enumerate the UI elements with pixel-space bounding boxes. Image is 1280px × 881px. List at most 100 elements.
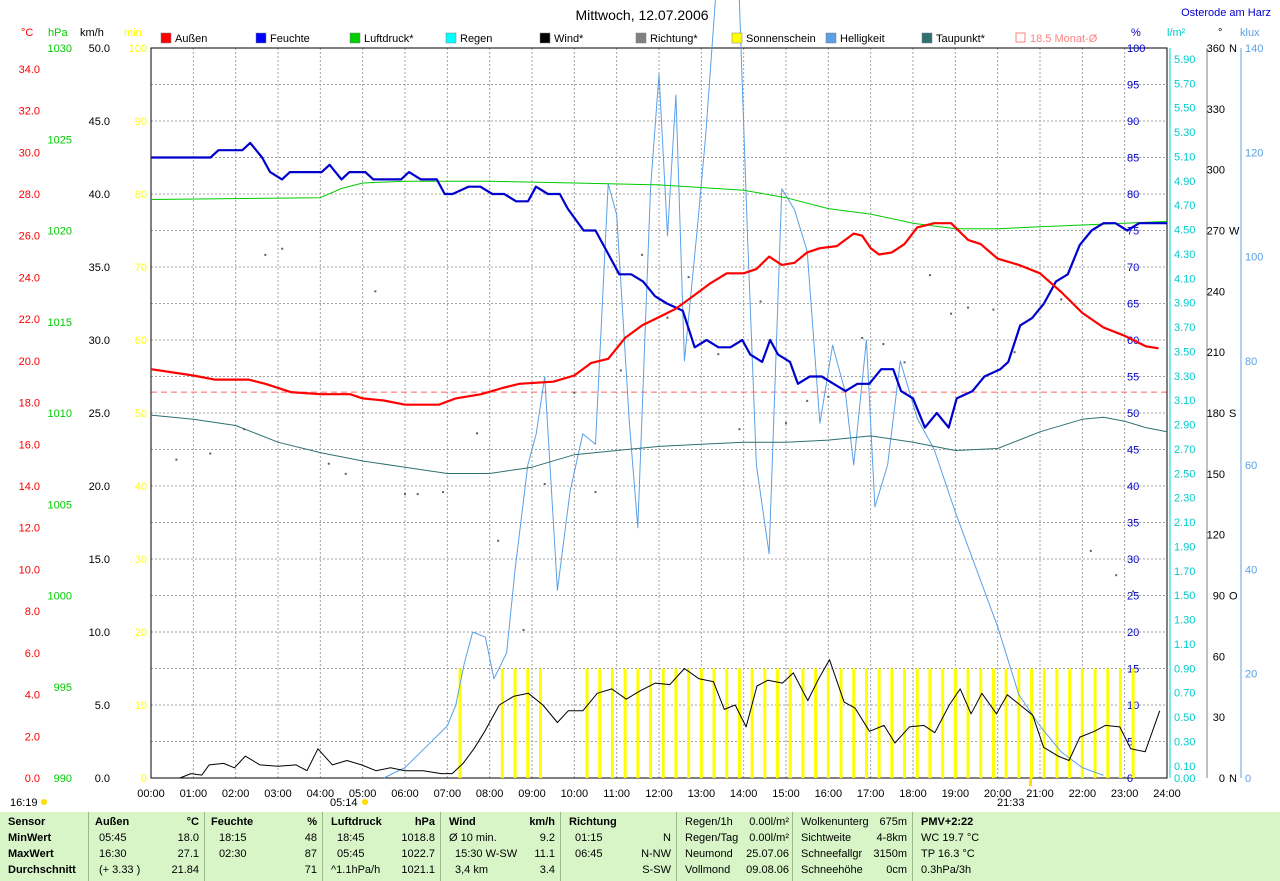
time-tick: 03:00 bbox=[264, 788, 292, 800]
direction-point bbox=[619, 369, 622, 372]
richtung-min-time: 01:15 bbox=[575, 832, 603, 844]
temp-tick: 20.0 bbox=[19, 356, 40, 368]
time-tick: 04:00 bbox=[307, 788, 335, 800]
aussen-min-value: 18.0 bbox=[177, 832, 199, 844]
direction-point bbox=[344, 472, 347, 475]
legend-label: Helligkeit bbox=[840, 33, 885, 45]
taupunkt-line: TP 16.3 °C bbox=[921, 848, 975, 860]
direction-point bbox=[404, 493, 406, 496]
richtung-max-value: N-NW bbox=[641, 848, 671, 860]
sunshine-bar bbox=[687, 668, 691, 778]
rain-tick: 3.50 bbox=[1174, 346, 1195, 358]
temp-tick: 26.0 bbox=[19, 231, 40, 243]
feuchte-min-time: 18:15 bbox=[219, 832, 247, 844]
col-feuchte: Feuchte % 18:15 48 02:30 87 71 bbox=[204, 812, 323, 881]
time-tick: 00:00 bbox=[137, 788, 165, 800]
legend-label: Sonnenschein bbox=[746, 33, 816, 45]
wind-tick: 30.0 bbox=[89, 335, 110, 347]
time-tick: 14:00 bbox=[730, 788, 758, 800]
pressure-tick: 1020 bbox=[48, 226, 72, 238]
vollmond-label: Vollmond bbox=[685, 864, 731, 876]
direction-point bbox=[882, 343, 885, 346]
temp-tick: 2.0 bbox=[25, 731, 40, 743]
direction-tick: 360 bbox=[1207, 43, 1225, 55]
direction-point bbox=[861, 336, 864, 339]
rain-tick: 2.30 bbox=[1174, 493, 1195, 505]
time-tick: 22:00 bbox=[1069, 788, 1097, 800]
sunshine-bar bbox=[661, 668, 665, 778]
series-außen bbox=[150, 222, 1159, 406]
sun-tick: 60 bbox=[135, 335, 147, 347]
direction-tick: 300 bbox=[1207, 165, 1225, 177]
direction-point bbox=[903, 361, 906, 364]
light-tick: 120 bbox=[1245, 147, 1263, 159]
direction-point bbox=[281, 247, 284, 250]
wind-distance: 3,4 km bbox=[455, 864, 489, 876]
aussen-min-time: 05:45 bbox=[99, 832, 127, 844]
direction-point bbox=[543, 482, 546, 485]
humidity-tick: 5 bbox=[1127, 737, 1133, 749]
humidity-tick: 40 bbox=[1127, 481, 1139, 493]
time-tick: 06:00 bbox=[391, 788, 419, 800]
sunshine-bar bbox=[953, 668, 957, 778]
rain-tick: 2.90 bbox=[1174, 420, 1195, 432]
time-tick: 13:00 bbox=[688, 788, 716, 800]
luftdruck-min-value: 1018.8 bbox=[401, 832, 435, 844]
time-tick: 15:00 bbox=[772, 788, 800, 800]
sunshine-bar bbox=[1080, 668, 1084, 778]
rain-tick: 5.30 bbox=[1174, 127, 1195, 139]
direction-point bbox=[687, 276, 690, 279]
direction-tick: 120 bbox=[1207, 530, 1225, 542]
rain-tick: 0.50 bbox=[1174, 712, 1195, 724]
aussen-max-value: 27.1 bbox=[177, 848, 199, 860]
unit-humidity: % bbox=[1131, 27, 1141, 39]
feuchte-unit: % bbox=[307, 816, 317, 828]
luftdruck-avg-value: 1021.1 bbox=[401, 864, 435, 876]
time-tick: 10:00 bbox=[561, 788, 589, 800]
sunset-label: 21:33 bbox=[997, 797, 1025, 809]
sunshine-bar bbox=[852, 668, 856, 778]
rain-tick: 2.50 bbox=[1174, 468, 1195, 480]
richtung-max-time: 06:45 bbox=[575, 848, 603, 860]
direction-point bbox=[327, 462, 330, 465]
pressure-tick: 1010 bbox=[48, 408, 72, 420]
pressure-tick: 1015 bbox=[48, 317, 72, 329]
col-pmv: PMV+2:22 WC 19.7 °C TP 16.3 °C 0.3hPa/3h bbox=[912, 812, 1280, 881]
regen-tag-label: Regen/Tag bbox=[685, 832, 739, 844]
col-aussen: Außen °C 05:45 18.0 16:30 27.1 (+ 3.33 )… bbox=[88, 812, 205, 881]
humidity-tick: 20 bbox=[1127, 627, 1139, 639]
humidity-tick: 0 bbox=[1127, 773, 1133, 785]
sunshine-bar bbox=[1030, 668, 1034, 778]
pressure-tick: 1005 bbox=[48, 499, 72, 511]
pressure-tick: 1025 bbox=[48, 134, 72, 146]
humidity-tick: 80 bbox=[1127, 189, 1139, 201]
sunshine-bar bbox=[526, 668, 530, 778]
sunshine-bar bbox=[864, 668, 868, 778]
regen-tag-value: 0.00l/m² bbox=[749, 832, 789, 844]
sun-tick: 20 bbox=[135, 627, 147, 639]
time-tick: 11:00 bbox=[603, 788, 630, 800]
rain-tick: 1.30 bbox=[1174, 615, 1195, 627]
light-tick: 40 bbox=[1245, 564, 1257, 576]
wind-tick: 50.0 bbox=[89, 43, 110, 55]
sunshine-bar bbox=[725, 668, 729, 778]
pressure-tick: 1000 bbox=[48, 591, 72, 603]
legend-label: Außen bbox=[175, 33, 207, 45]
legend-swatch bbox=[731, 32, 743, 44]
direction-point bbox=[1013, 351, 1016, 354]
feuchte-avg-value: 71 bbox=[304, 864, 317, 876]
rain-tick: 0.70 bbox=[1174, 688, 1195, 700]
direction-tick: 0 bbox=[1219, 773, 1225, 785]
neumond-value: 25.07.06 bbox=[746, 848, 789, 860]
sunshine-bar bbox=[538, 668, 542, 778]
col-luftdruck: Luftdruck hPa 18:45 1018.8 05:45 1022.7 … bbox=[322, 812, 441, 881]
pressure-tick: 1030 bbox=[48, 43, 72, 55]
direction-tick: 210 bbox=[1207, 347, 1225, 359]
unit-wind: km/h bbox=[80, 27, 104, 39]
legend-swatch bbox=[255, 32, 267, 44]
wind-avg10-label: Ø 10 min. bbox=[449, 832, 497, 844]
legend-swatch bbox=[1015, 32, 1026, 43]
sunshine-bar bbox=[750, 668, 754, 778]
legend-label: Richtung* bbox=[650, 33, 698, 45]
feuchte-min-value: 48 bbox=[304, 832, 317, 844]
